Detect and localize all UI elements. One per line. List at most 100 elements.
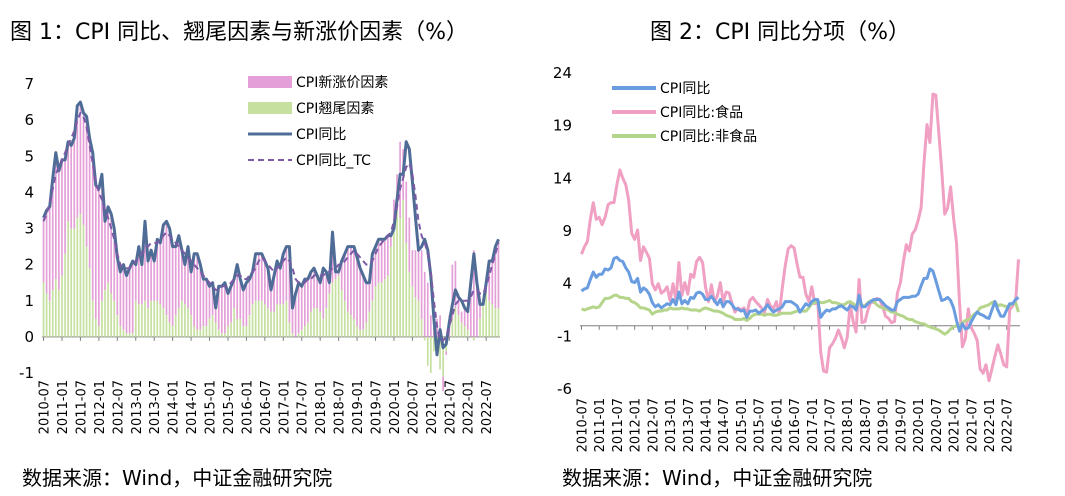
new-price-bar: [70, 145, 73, 229]
new-price-bar: [390, 235, 392, 247]
carryover-bar: [439, 336, 441, 370]
chart2-xtick-label: 2019-07: [894, 398, 909, 452]
chart1-lines: [42, 100, 500, 357]
carryover-bar: [168, 322, 171, 337]
carryover-bar: [457, 315, 460, 337]
new-price-bar: [264, 261, 266, 305]
carryover-bar: [291, 333, 294, 337]
carryover-bar: [325, 307, 328, 337]
new-price-bar: [205, 279, 208, 327]
carryover-bar: [141, 304, 143, 337]
new-price-bar: [411, 250, 414, 287]
chart1-xtick-label: 2017-07: [296, 380, 311, 434]
new-price-bar: [328, 282, 331, 294]
chart2-xtick-label: 2015-01: [735, 398, 750, 452]
new-price-bar: [94, 185, 97, 319]
new-price-bar: [156, 239, 159, 301]
new-price-bar: [125, 275, 128, 334]
carryover-bar: [242, 326, 245, 337]
chart1-ytick: 2: [24, 256, 34, 274]
carryover-bar: [319, 311, 322, 337]
carryover-bar: [359, 329, 361, 337]
legend-cpi-yoy-tc-label: CPI同比_TC: [296, 153, 371, 169]
new-price-bar: [488, 261, 491, 301]
carryover-bar: [313, 307, 315, 337]
chart1-ytick: 7: [24, 75, 34, 93]
new-price-bar: [386, 235, 389, 276]
new-price-bar: [85, 116, 88, 247]
new-price-bar: [362, 275, 365, 330]
new-price-bar: [337, 271, 340, 276]
legend-cpi-yoy-label: CPI同比: [296, 127, 346, 143]
carryover-bar: [236, 318, 239, 337]
carryover-bar: [193, 326, 195, 337]
carryover-bar: [144, 300, 146, 337]
carryover-bar: [442, 336, 444, 377]
carryover-bar: [227, 326, 229, 337]
new-price-bar: [356, 257, 358, 327]
carryover-bar: [279, 304, 282, 337]
new-price-bar: [214, 307, 217, 323]
carryover-bar: [273, 311, 275, 337]
chart2-xtick-label: 2014-07: [717, 398, 732, 452]
chart2-xtick-label: 2018-07: [859, 398, 874, 452]
new-price-bar: [88, 138, 91, 269]
new-price-bar: [316, 275, 318, 308]
new-price-bar: [181, 250, 183, 301]
new-price-bar: [368, 282, 371, 312]
carryover-bar: [233, 307, 235, 337]
carryover-bar: [328, 293, 331, 337]
new-price-bar: [79, 102, 82, 215]
carryover-bar: [214, 322, 217, 337]
chart1-xtick-label: 2013-07: [148, 380, 163, 434]
carryover-bar: [485, 293, 488, 337]
chart2-title: 图 2：CPI 同比分项（%）: [650, 20, 911, 45]
new-price-bar: [177, 235, 180, 308]
chart1-ytick: 4: [24, 183, 34, 201]
chart1-xtick-label: 2016-07: [259, 380, 274, 434]
carryover-bar: [177, 307, 180, 337]
chart2-ytick: -1: [557, 327, 572, 345]
new-price-bar: [405, 181, 408, 243]
chart2-xtick-label: 2011-01: [593, 398, 608, 452]
new-price-bar: [417, 239, 420, 301]
chart1-xtick-label: 2018-01: [314, 380, 329, 434]
legend2-food-label: CPI同比:食品: [660, 104, 743, 121]
carryover-bar: [380, 282, 383, 337]
carryover-bar: [208, 318, 211, 337]
new-price-bar: [236, 264, 239, 319]
carryover-bar: [98, 326, 100, 337]
new-price-bar: [340, 261, 343, 290]
carryover-bar: [125, 333, 128, 337]
carryover-bar: [202, 326, 205, 337]
carryover-bar: [350, 315, 352, 337]
new-price-bar: [233, 279, 235, 308]
carryover-bar: [88, 268, 91, 337]
carryover-bar: [368, 311, 371, 337]
new-price-bar: [113, 228, 116, 301]
chart1-xtick-label: 2015-07: [222, 380, 237, 434]
new-price-bar: [242, 289, 245, 327]
carryover-bar: [147, 307, 149, 337]
chart1-xtick-label: 2012-07: [111, 380, 126, 434]
new-price-bar: [371, 253, 374, 301]
carryover-bar: [42, 282, 45, 337]
chart2-xtick-label: 2018-01: [841, 398, 856, 452]
carryover-bar: [491, 304, 494, 337]
new-price-bar: [184, 264, 186, 305]
carryover-bar: [116, 315, 119, 337]
legend-new-price-swatch: [248, 76, 292, 88]
carryover-bar: [303, 326, 306, 337]
carryover-bar: [337, 275, 340, 337]
new-price-bar: [230, 286, 232, 323]
new-price-bar: [479, 304, 481, 319]
new-price-bar: [227, 293, 229, 327]
chart2-xtick-label: 2022-07: [1001, 398, 1016, 452]
new-price-bar: [343, 253, 346, 301]
carryover-bar: [411, 286, 414, 337]
carryover-bar: [122, 329, 125, 337]
new-price-bar: [76, 105, 79, 218]
carryover-bar: [371, 300, 374, 337]
carryover-bar: [51, 289, 54, 337]
carryover-bar: [76, 217, 79, 337]
